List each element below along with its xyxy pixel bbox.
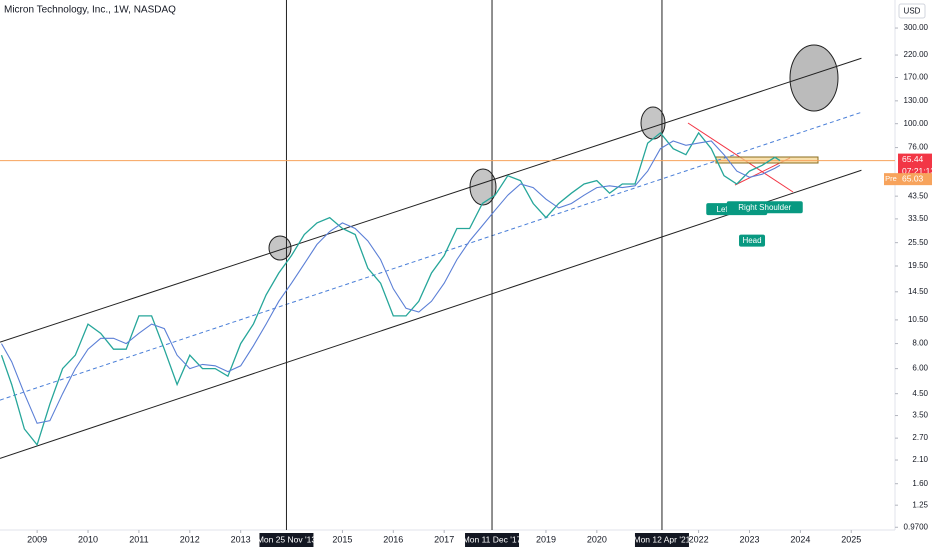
y-tick-label: 3.50 — [912, 411, 928, 420]
y-tick-label: 6.00 — [912, 364, 928, 373]
x-tick-label: 2025 — [841, 534, 861, 544]
date-label: Mon 12 Apr '21 — [634, 534, 691, 544]
x-tick-label: 2023 — [739, 534, 759, 544]
trend-line — [0, 57, 862, 343]
x-tick-label: 2012 — [180, 534, 200, 544]
y-tick-label: 1.60 — [912, 479, 928, 488]
x-tick-label: 2016 — [383, 534, 403, 544]
chart-title: Micron Technology, Inc., 1W, NASDAQ — [4, 5, 176, 16]
y-tick-label: 76.00 — [908, 143, 929, 152]
y-tick-label: 100.00 — [904, 119, 929, 128]
date-label: Mon 25 Nov '13 — [257, 534, 317, 544]
annotation-label: Head — [742, 236, 761, 245]
date-label-box — [634, 533, 689, 547]
trend-line — [0, 169, 862, 459]
x-tick-label: 2019 — [536, 534, 556, 544]
date-label: Mon 11 Dec '17 — [463, 534, 522, 544]
y-tick-label: 4.50 — [912, 389, 928, 398]
x-tick-label: 2010 — [78, 534, 98, 544]
date-label-box — [465, 533, 520, 547]
y-tick-label: 2.10 — [912, 455, 928, 464]
y-tick-label: 19.50 — [908, 261, 929, 270]
circle-marker — [789, 44, 839, 112]
y-tick-label: 170.00 — [904, 73, 929, 82]
y-tick-label: 10.50 — [908, 315, 929, 324]
pre-box — [884, 173, 898, 186]
x-tick-label: 2015 — [332, 534, 352, 544]
last-price-label: 65.44 — [902, 154, 924, 164]
y-tick-label: 220.00 — [904, 50, 929, 59]
price-line — [0, 131, 781, 447]
x-tick-label: 2020 — [587, 534, 607, 544]
y-tick-label: 33.50 — [908, 214, 929, 223]
y-tick-label: 300.00 — [904, 23, 929, 32]
x-tick-label: 2013 — [231, 534, 251, 544]
y-tick-label: 8.00 — [912, 339, 928, 348]
annotation-box — [726, 201, 803, 214]
price-line — [1, 140, 781, 424]
pre-label: Pre — [885, 174, 897, 183]
x-tick-label: 2009 — [27, 534, 47, 544]
x-tick-label: 2024 — [790, 534, 810, 544]
circle-marker — [268, 235, 292, 261]
pre-price-label: 65.03 — [902, 173, 924, 183]
y-tick-label: 130.00 — [904, 96, 929, 105]
y-tick-label: 43.50 — [908, 191, 929, 200]
pre-price-box — [898, 173, 932, 186]
y-tick-label: 25.50 — [908, 238, 929, 247]
y-tick-label: 14.50 — [908, 287, 929, 296]
x-tick-label: 2011 — [129, 534, 148, 544]
countdown: 07:21:13 — [902, 166, 932, 176]
x-tick-label: 2017 — [434, 534, 454, 544]
currency-box[interactable] — [898, 3, 926, 19]
y-tick-label: 2.70 — [912, 433, 928, 442]
x-tick-label: 2022 — [689, 534, 709, 544]
y-tick-label: 1.25 — [912, 500, 928, 509]
y-tick-label: 0.9700 — [904, 522, 929, 531]
date-label-box — [259, 533, 314, 547]
annotation-box — [739, 234, 766, 247]
currency: USD — [904, 7, 921, 16]
annotation-label: Right Shoulder — [738, 203, 791, 212]
